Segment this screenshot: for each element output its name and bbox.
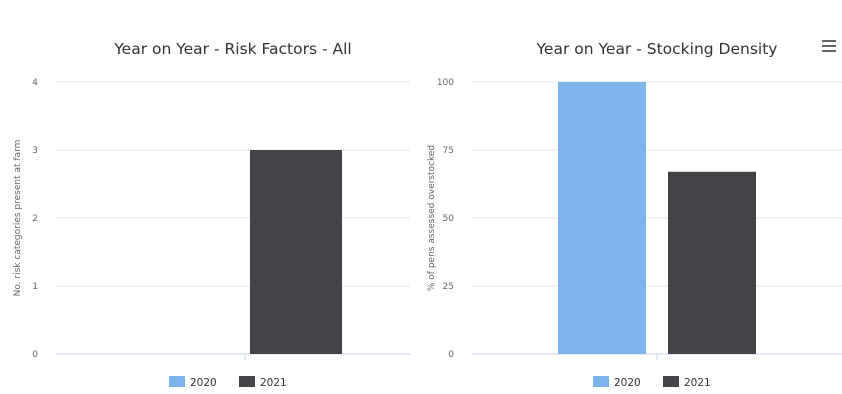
y-tick-label: 25 (443, 282, 454, 292)
legend-label: 2020 (190, 377, 217, 389)
chart-risk-factors: Year on Year - Risk Factors - All 0 1 2 3 4 No… (0, 0, 420, 394)
hamburger-menu-icon[interactable] (822, 40, 836, 52)
legend-label: 2021 (260, 377, 287, 389)
y-tick-label: 2 (32, 214, 38, 224)
y-tick-label: 0 (32, 350, 38, 360)
legend-item-2020[interactable]: 2020 (593, 376, 641, 389)
chart-title: Year on Year - Stocking Density (536, 40, 778, 58)
legend-item-2021[interactable]: 2021 (239, 376, 287, 389)
y-tick-label: 4 (32, 78, 38, 88)
legend-swatch (593, 376, 609, 387)
chart-svg: Year on Year - Stocking Density 0 25 50 75 10… (427, 40, 842, 389)
bar-2021[interactable] (250, 150, 342, 354)
y-tick-label: 100 (437, 78, 454, 88)
chart-title: Year on Year - Risk Factors - All (113, 40, 351, 58)
y-axis-label: % of pens assessed overstocked (427, 145, 437, 291)
chart-svg: Year on Year - Risk Factors - All 0 1 2 3 4 No… (13, 40, 410, 389)
y-tick-label: 50 (443, 214, 455, 224)
legend-item-2021[interactable]: 2021 (663, 376, 711, 389)
legend-swatch (169, 376, 185, 387)
legend-item-2020[interactable]: 2020 (169, 376, 217, 389)
legend-swatch (663, 376, 679, 387)
chart-stocking-density: Year on Year - Stocking Density 0 25 50 75 10… (422, 0, 842, 394)
legend-label: 2021 (684, 377, 711, 389)
bar-2020[interactable] (558, 82, 646, 354)
legend-label: 2020 (614, 377, 641, 389)
legend-swatch (239, 376, 255, 387)
bar-2021[interactable] (668, 171, 756, 354)
y-tick-label: 0 (448, 350, 454, 360)
y-tick-label: 75 (443, 146, 454, 156)
y-tick-label: 3 (32, 146, 38, 156)
y-tick-label: 1 (32, 282, 38, 292)
y-axis-label: No. risk categories present at farm (13, 140, 23, 297)
